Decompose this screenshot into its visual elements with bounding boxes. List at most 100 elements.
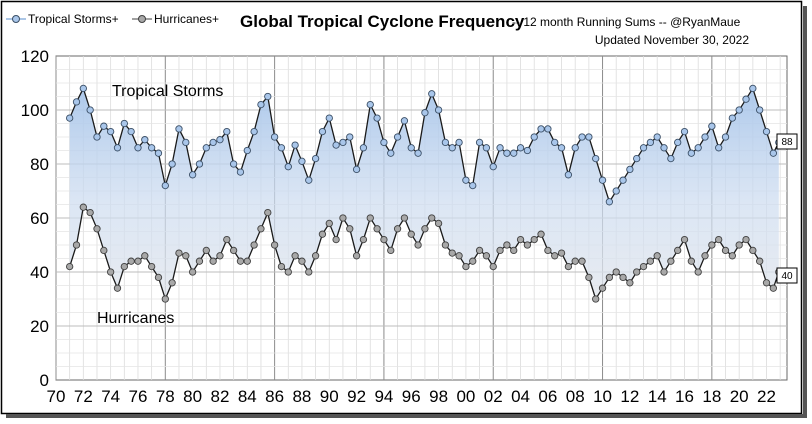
hurricanes-point (298, 257, 306, 265)
hurricanes-point (291, 252, 299, 260)
y-tick-label: 100 (21, 101, 49, 120)
x-tick-label: 06 (538, 387, 557, 406)
tropical-storms-point (762, 127, 771, 136)
x-tick-label: 14 (648, 387, 667, 406)
hurricanes-point (762, 279, 771, 287)
x-tick-label: 02 (484, 387, 503, 406)
hurricanes-point (612, 268, 620, 276)
tropical-storms-point (182, 138, 190, 147)
hurricanes-point (708, 241, 716, 249)
hurricanes-annotation: Hurricanes (97, 310, 174, 327)
hurricanes-point (626, 279, 634, 287)
hurricanes-point (728, 252, 736, 260)
hurricanes-point (387, 246, 395, 255)
hurricanes-point (141, 252, 149, 260)
tropical-storms-point (674, 138, 682, 147)
tropical-storms-point (127, 127, 135, 136)
tropical-storms-point (141, 136, 149, 144)
tropical-storms-point (448, 144, 456, 152)
hurricanes-point (544, 246, 552, 255)
hurricanes-point (660, 268, 668, 276)
hurricanes-point (393, 225, 402, 233)
chart-title: Global Tropical Cyclone Frequency (240, 12, 525, 31)
tropical-storms-point (462, 176, 470, 184)
tropical-storms-point (742, 95, 750, 103)
hurricanes-point (585, 273, 593, 282)
tropical-storms-point (188, 171, 197, 179)
hurricanes-point (448, 249, 456, 257)
tropical-storms-point (680, 127, 689, 136)
hurricanes-point (107, 268, 115, 276)
x-tick-label: 94 (374, 387, 393, 406)
hurricanes-point (154, 273, 163, 282)
tropical-storms-point (284, 163, 292, 171)
hurricanes-point (701, 252, 709, 260)
tropical-storms-point (441, 138, 450, 147)
hurricanes-point (127, 257, 135, 265)
y-tick-label: 20 (30, 317, 49, 336)
hurricanes-point (66, 262, 74, 271)
tropical-storms-point (516, 144, 525, 152)
hurricanes-point (475, 246, 484, 255)
hurricanes-point (352, 252, 361, 260)
tropical-storms-point (291, 141, 299, 149)
tropical-storms-point (633, 154, 641, 163)
hurricanes-end-value: 40 (781, 271, 793, 282)
hurricanes-point (257, 225, 265, 233)
tropical-storms-point (79, 84, 87, 93)
tropical-storms-point (325, 114, 333, 122)
tropical-storms-point (530, 133, 538, 141)
y-axis-tick-labels: 0 20 40 60 80 100 120 (21, 47, 49, 390)
x-tick-label: 10 (593, 387, 612, 406)
hurricanes-point (79, 203, 87, 211)
tropical-storms-point (421, 109, 429, 117)
tropical-storms-point (619, 176, 627, 184)
x-tick-label: 98 (429, 387, 448, 406)
x-tick-label: 86 (265, 387, 284, 406)
x-tick-label: 12 (620, 387, 639, 406)
tropical-storms-point (557, 144, 566, 152)
hurricanes-point (769, 284, 777, 292)
tropical-storms-point (346, 133, 354, 141)
tropical-storms-point (332, 141, 340, 149)
x-axis-tick-labels: 70 72 74 76 78 80 82 84 86 88 90 92 94 96 98 00 02 04 06 08… (47, 387, 776, 406)
tropical-storms-point (598, 176, 607, 184)
hurricanes-point (86, 208, 94, 217)
hurricanes-point (551, 252, 559, 260)
tropical-storms-point (475, 138, 484, 147)
tropical-storms-point (715, 144, 723, 152)
tropical-storms-point (660, 144, 668, 152)
x-tick-label: 22 (757, 387, 776, 406)
tropical-storms-point (544, 125, 552, 133)
tropical-storms-point (72, 98, 81, 106)
hurricanes-point (325, 219, 333, 228)
tropical-storms-point (229, 160, 238, 168)
hurricanes-point (674, 246, 682, 255)
tropical-storms-point (496, 144, 504, 152)
tropical-storms-point (585, 133, 593, 141)
hurricanes-point (735, 241, 743, 249)
hurricanes-point (216, 252, 224, 260)
hurricanes-point (756, 257, 764, 265)
tropical-storms-point (257, 100, 265, 109)
x-tick-label: 74 (101, 387, 120, 406)
range-shading (69, 88, 779, 300)
hurricanes-point (639, 262, 648, 271)
tropical-storms-point (551, 138, 559, 147)
tropical-storms-point (571, 144, 579, 152)
hurricanes-point (489, 262, 497, 271)
hurricanes-point (578, 257, 586, 265)
hurricanes-point (749, 246, 757, 255)
tropical-storms-point (455, 138, 463, 147)
tropical-storms-point (756, 106, 764, 114)
x-tick-label: 80 (183, 387, 202, 406)
hurricanes-point (243, 257, 251, 265)
hurricanes-point (134, 257, 142, 265)
tropical-storms-point (503, 149, 511, 157)
hurricanes-point (277, 262, 286, 271)
tropical-storms-point (605, 198, 614, 206)
tropical-storms-point (721, 133, 730, 141)
x-tick-label: 82 (211, 387, 230, 406)
tropical-storms-point (510, 149, 518, 157)
